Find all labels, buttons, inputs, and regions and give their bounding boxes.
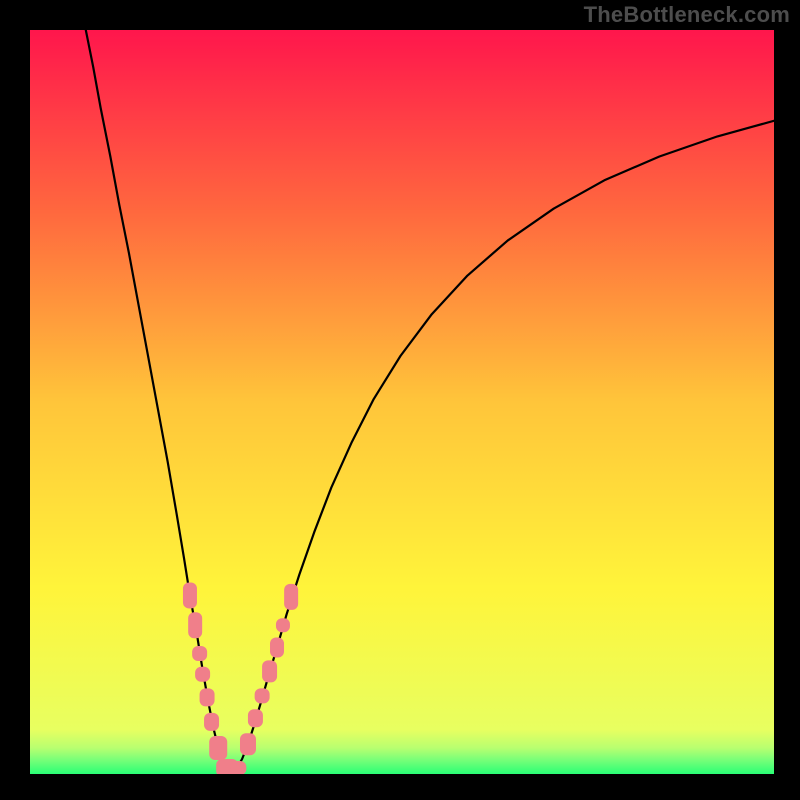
marker-6 (209, 736, 227, 760)
plot-area (30, 30, 774, 774)
marker-4 (200, 688, 215, 706)
marker-14 (276, 618, 290, 632)
marker-13 (270, 638, 284, 658)
watermark-text: TheBottleneck.com (584, 2, 790, 28)
marker-12 (262, 660, 277, 682)
marker-2 (192, 646, 207, 661)
marker-3 (195, 667, 210, 682)
marker-15 (284, 584, 298, 610)
marker-0 (183, 582, 197, 608)
marker-1 (188, 612, 202, 638)
marker-5 (204, 713, 219, 731)
gradient-background (30, 30, 774, 774)
marker-9 (240, 733, 256, 755)
marker-10 (248, 709, 263, 727)
marker-11 (255, 688, 270, 703)
chart-svg (30, 30, 774, 774)
marker-8 (230, 761, 246, 774)
